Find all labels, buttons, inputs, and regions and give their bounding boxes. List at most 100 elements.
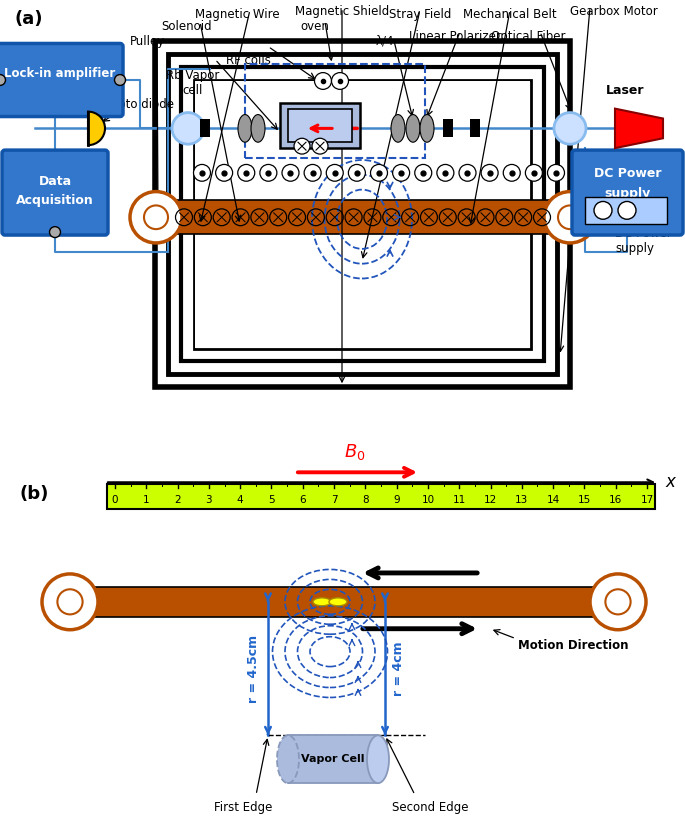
- Text: 17: 17: [640, 495, 653, 505]
- Bar: [200, 119, 210, 137]
- Circle shape: [547, 165, 564, 181]
- Circle shape: [594, 202, 612, 219]
- Circle shape: [216, 165, 233, 181]
- Text: 7: 7: [331, 495, 338, 505]
- Text: 3: 3: [206, 495, 212, 505]
- Ellipse shape: [313, 597, 331, 606]
- Text: Vapor Cell: Vapor Cell: [301, 754, 364, 765]
- Text: Rb Vapor
cell: Rb Vapor cell: [166, 69, 220, 97]
- Circle shape: [332, 72, 349, 90]
- Circle shape: [304, 165, 321, 181]
- Text: First Edge: First Edge: [214, 801, 272, 814]
- Text: DC Power: DC Power: [594, 167, 661, 179]
- Text: Gearbox Motor: Gearbox Motor: [570, 5, 658, 18]
- Bar: [194, 80, 531, 349]
- Bar: [168, 54, 557, 374]
- Text: 2: 2: [174, 495, 181, 505]
- Bar: [107, 484, 655, 509]
- Bar: [470, 119, 480, 137]
- Ellipse shape: [251, 114, 265, 142]
- Circle shape: [618, 202, 636, 219]
- Bar: [195, 81, 530, 347]
- Circle shape: [260, 165, 277, 181]
- Circle shape: [525, 165, 543, 181]
- Text: 8: 8: [362, 495, 369, 505]
- Text: Magnetic Wire: Magnetic Wire: [195, 8, 279, 21]
- Text: Laser: Laser: [606, 84, 645, 97]
- Text: (b): (b): [20, 486, 49, 503]
- Text: 1: 1: [143, 495, 149, 505]
- Text: 15: 15: [577, 495, 591, 505]
- Text: (a): (a): [15, 10, 44, 28]
- Text: Motion Direction: Motion Direction: [518, 639, 629, 652]
- Text: Stray Field: Stray Field: [389, 8, 451, 21]
- Circle shape: [393, 165, 410, 181]
- Ellipse shape: [238, 114, 252, 142]
- Circle shape: [503, 165, 520, 181]
- Text: Magnetic Shield: Magnetic Shield: [295, 5, 389, 18]
- Polygon shape: [615, 109, 663, 148]
- Circle shape: [0, 75, 5, 86]
- Text: 9: 9: [393, 495, 400, 505]
- Circle shape: [114, 75, 125, 86]
- Circle shape: [558, 206, 582, 229]
- Text: λ/4: λ/4: [376, 35, 395, 48]
- Circle shape: [312, 138, 328, 154]
- Circle shape: [130, 192, 182, 243]
- Bar: [443, 119, 453, 137]
- Circle shape: [49, 226, 60, 238]
- Bar: [585, 197, 667, 224]
- FancyBboxPatch shape: [2, 150, 108, 235]
- Text: Lock-in amplifier: Lock-in amplifier: [4, 67, 116, 80]
- Circle shape: [326, 165, 343, 181]
- Circle shape: [459, 165, 476, 181]
- Text: supply: supply: [604, 187, 651, 199]
- Text: $B_0$: $B_0$: [345, 442, 366, 463]
- Circle shape: [606, 589, 631, 615]
- Circle shape: [58, 589, 83, 615]
- Ellipse shape: [329, 597, 347, 606]
- Circle shape: [414, 165, 432, 181]
- Text: DC Power
supply: DC Power supply: [615, 227, 672, 255]
- Text: 4: 4: [237, 495, 243, 505]
- Text: Solenoid: Solenoid: [162, 20, 212, 33]
- Circle shape: [481, 165, 498, 181]
- Circle shape: [282, 165, 299, 181]
- Bar: [288, 735, 378, 783]
- Text: Acquisition: Acquisition: [16, 194, 94, 207]
- Circle shape: [349, 165, 365, 181]
- Bar: [181, 67, 544, 361]
- Text: RF coils: RF coils: [225, 54, 271, 67]
- Circle shape: [544, 192, 596, 243]
- Bar: [245, 64, 425, 158]
- Circle shape: [294, 138, 310, 154]
- Bar: [156, 201, 570, 234]
- Text: Linear Polarizer: Linear Polarizer: [409, 30, 501, 43]
- Text: Optical Fiber: Optical Fiber: [490, 30, 565, 43]
- Bar: [70, 587, 618, 616]
- Bar: [288, 109, 352, 142]
- Text: Pulley: Pulley: [130, 35, 166, 48]
- Text: 10: 10: [421, 495, 434, 505]
- Ellipse shape: [367, 735, 389, 783]
- Ellipse shape: [391, 114, 405, 142]
- Text: r = 4cm: r = 4cm: [393, 641, 406, 696]
- Text: 14: 14: [547, 495, 560, 505]
- Circle shape: [144, 206, 168, 229]
- Bar: [155, 41, 570, 387]
- Text: 13: 13: [515, 495, 528, 505]
- Text: 16: 16: [609, 495, 623, 505]
- Bar: [280, 103, 360, 148]
- FancyBboxPatch shape: [0, 44, 123, 117]
- Text: 0: 0: [112, 495, 119, 505]
- Text: 5: 5: [268, 495, 275, 505]
- Circle shape: [554, 113, 586, 144]
- Circle shape: [437, 165, 454, 181]
- Circle shape: [314, 72, 332, 90]
- Ellipse shape: [406, 114, 420, 142]
- Text: 6: 6: [299, 495, 306, 505]
- FancyBboxPatch shape: [572, 150, 683, 235]
- Text: oven: oven: [301, 20, 329, 33]
- Circle shape: [238, 165, 255, 181]
- Circle shape: [371, 165, 388, 181]
